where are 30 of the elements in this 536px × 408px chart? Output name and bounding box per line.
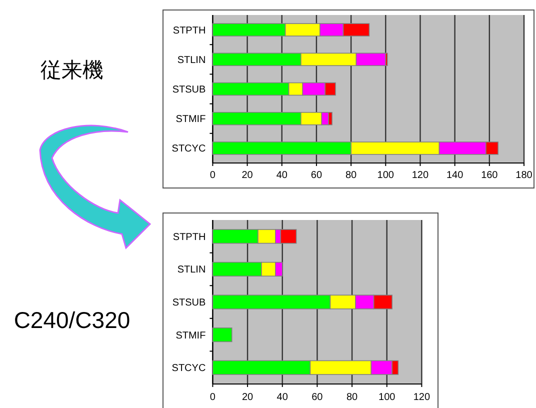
x-tick-label: 20 <box>242 170 254 181</box>
x-tick-label: 80 <box>346 392 358 403</box>
y-tick-label: STCYC <box>172 144 206 155</box>
y-tick-label: STPTH <box>172 232 206 243</box>
y-tick-label: STLIN <box>177 54 206 66</box>
y-tick-label: STCYC <box>172 363 206 374</box>
y-tick-label: STSUB <box>172 298 206 308</box>
y-tick-label: STSUB <box>172 84 206 96</box>
x-tick-label: 120 <box>412 170 430 181</box>
x-tick-label: 100 <box>378 392 396 403</box>
x-tick-label: 0 <box>210 392 216 403</box>
x-tick-label: 160 <box>481 170 498 181</box>
x-tick-label: 120 <box>413 392 430 403</box>
x-tick-label: 180 <box>516 170 533 181</box>
x-tick-label: 80 <box>345 170 358 181</box>
x-tick-label: 60 <box>310 170 322 181</box>
x-tick-label: 140 <box>446 170 464 181</box>
x-tick-label: 100 <box>377 170 394 181</box>
x-tick-label: 40 <box>276 392 288 403</box>
y-tick-label: STLIN <box>177 264 206 276</box>
bar <box>212 328 232 342</box>
y-tick-label: STPTH <box>172 25 206 36</box>
y-tick-label: STMIF <box>176 114 206 126</box>
x-tick-label: 60 <box>312 392 324 403</box>
y-tick-label: STMIF <box>176 330 206 342</box>
x-tick-label: 40 <box>276 170 288 181</box>
text: C240/C320 <box>14 307 130 333</box>
text: 従来機 <box>40 59 104 82</box>
x-tick-label: 20 <box>242 392 254 403</box>
x-tick-label: 0 <box>210 170 216 181</box>
